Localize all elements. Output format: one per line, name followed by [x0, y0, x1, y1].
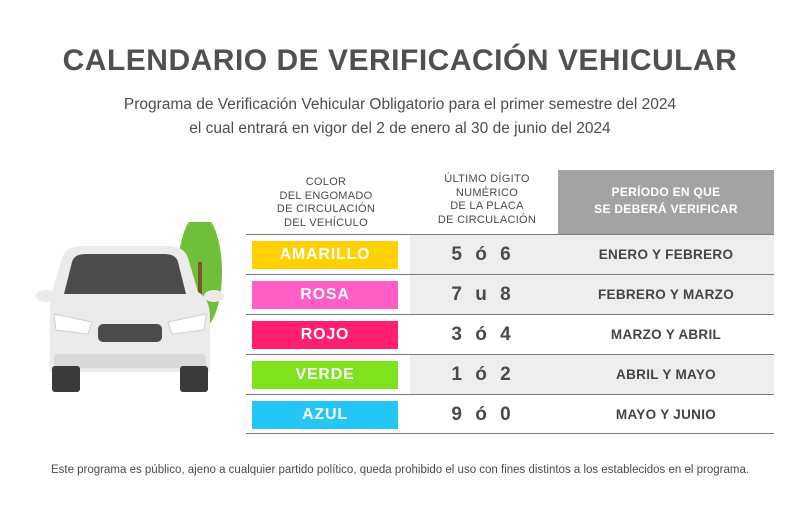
- period: ENERO Y FEBRERO: [598, 247, 734, 262]
- color-chip: ROJO: [252, 321, 398, 349]
- page-title: CALENDARIO DE VERIFICACIÓN VEHICULAR: [62, 44, 738, 77]
- car-icon: [36, 214, 224, 392]
- plate-digits: 7 u 8: [451, 284, 515, 305]
- color-chip: AMARILLO: [252, 241, 398, 269]
- header-color: COLOR DEL ENGOMADO DE CIRCULACIÓN DEL VE…: [276, 176, 376, 229]
- header-periodo: PERÍODO EN QUE SE DEBERÁ VERIFICAR: [558, 170, 774, 234]
- car-illustration: [30, 214, 230, 402]
- table-row: ROSA 7 u 8 FEBRERO Y MARZO: [246, 274, 774, 314]
- color-chip: VERDE: [252, 361, 398, 389]
- table-row: AMARILLO 5 ó 6 ENERO Y FEBRERO: [246, 234, 774, 274]
- color-chip: AZUL: [252, 401, 398, 429]
- plate-digits: 3 ó 4: [451, 324, 515, 345]
- header-digito: ÚLTIMO DÍGITO NUMÉRICO DE LA PLACA DE CI…: [437, 173, 537, 226]
- table-row: ROJO 3 ó 4 MARZO Y ABRIL: [246, 314, 774, 354]
- period: FEBRERO Y MARZO: [597, 287, 734, 302]
- period: ABRIL Y MAYO: [616, 367, 716, 382]
- plate-digits: 1 ó 2: [451, 364, 515, 385]
- period: MAYO Y JUNIO: [615, 407, 717, 422]
- period: MARZO Y ABRIL: [610, 327, 722, 342]
- color-chip: ROSA: [252, 281, 398, 309]
- table-row: VERDE 1 ó 2 ABRIL Y MAYO: [246, 354, 774, 394]
- table-body: AMARILLO 5 ó 6 ENERO Y FEBRERO ROSA 7 u …: [246, 234, 774, 434]
- table-header: COLOR DEL ENGOMADO DE CIRCULACIÓN DEL VE…: [246, 170, 774, 234]
- disclaimer-footer: Este programa es público, ajeno a cualqu…: [50, 464, 750, 476]
- plate-digits: 9 ó 0: [451, 404, 515, 425]
- subtitle-line-2: el cual entrará en vigor del 2 de enero …: [189, 120, 611, 137]
- table-row: AZUL 9 ó 0 MAYO Y JUNIO: [246, 394, 774, 434]
- verification-table: COLOR DEL ENGOMADO DE CIRCULACIÓN DEL VE…: [246, 170, 774, 434]
- subtitle-line-1: Programa de Verificación Vehicular Oblig…: [123, 96, 677, 113]
- plate-digits: 5 ó 6: [451, 244, 515, 265]
